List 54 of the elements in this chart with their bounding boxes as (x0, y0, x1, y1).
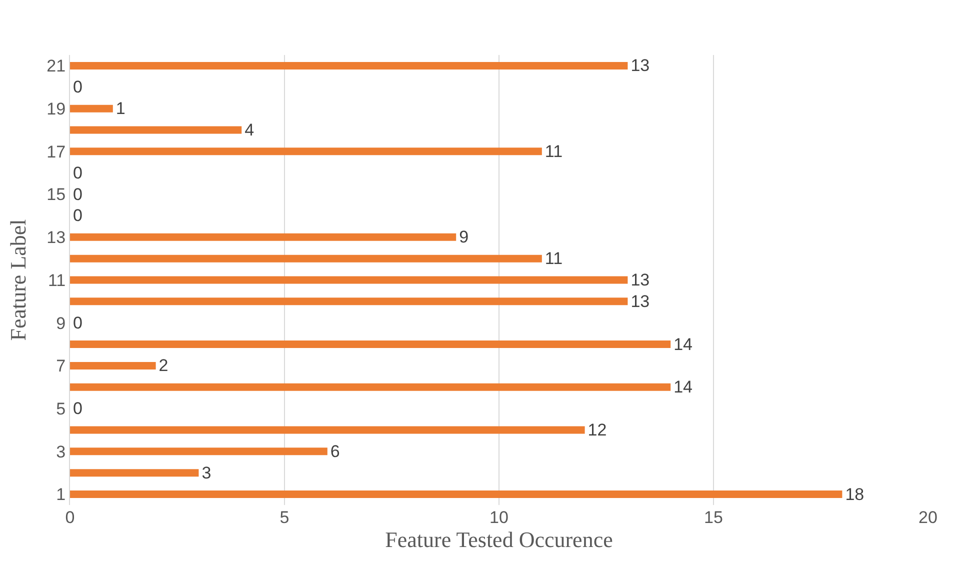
bar (70, 340, 671, 348)
bar (70, 233, 456, 241)
y-tick-label: 3 (56, 442, 66, 462)
bar (70, 362, 156, 370)
data-label: 0 (73, 184, 82, 204)
y-tick-label: 13 (46, 228, 66, 248)
bar (70, 490, 842, 498)
bar (70, 254, 542, 262)
x-tick-label: 15 (704, 508, 723, 527)
data-label: 13 (630, 270, 650, 290)
x-tick-label: 0 (65, 508, 75, 527)
y-tick-label: 1 (56, 485, 66, 504)
data-label: 14 (674, 378, 693, 397)
data-label: 1 (116, 99, 126, 118)
bar (70, 62, 628, 70)
bar (70, 426, 585, 434)
y-tick-label: 11 (48, 270, 66, 290)
data-label: 11 (544, 249, 563, 268)
data-label: 4 (244, 120, 254, 140)
bar (70, 104, 113, 112)
y-tick-label: 9 (56, 314, 66, 333)
data-label: 0 (73, 206, 82, 226)
bar (70, 469, 199, 477)
x-axis-title: Feature Tested Occurence (385, 527, 613, 552)
bar (70, 126, 242, 134)
data-label: 11 (544, 142, 563, 161)
data-label: 0 (73, 78, 82, 97)
x-tick-label: 5 (280, 508, 290, 527)
y-tick-label: 5 (56, 400, 66, 419)
data-label: 6 (330, 442, 340, 461)
data-label: 13 (630, 292, 650, 311)
bar (70, 448, 328, 456)
bar (70, 148, 542, 156)
y-tick-label: 15 (46, 185, 66, 204)
bar (70, 383, 671, 391)
data-label: 0 (73, 163, 82, 182)
data-label: 12 (588, 420, 607, 440)
data-label: 9 (459, 228, 469, 247)
y-tick-label: 7 (56, 356, 66, 376)
bar (70, 276, 628, 284)
x-tick-label: 10 (490, 508, 508, 527)
y-tick-label: 21 (46, 56, 66, 76)
data-label: 13 (630, 56, 650, 76)
data-label: 2 (158, 356, 168, 376)
y-axis-title: Feature Label (5, 219, 30, 341)
data-label: 18 (845, 484, 864, 504)
data-label: 3 (202, 463, 212, 482)
x-tick-label: 20 (918, 508, 938, 527)
bar (70, 298, 628, 306)
y-tick-label: 19 (46, 100, 66, 119)
y-tick-label: 17 (46, 142, 66, 162)
data-label: 0 (73, 399, 82, 418)
data-label: 0 (73, 313, 82, 332)
data-label: 14 (674, 334, 693, 354)
